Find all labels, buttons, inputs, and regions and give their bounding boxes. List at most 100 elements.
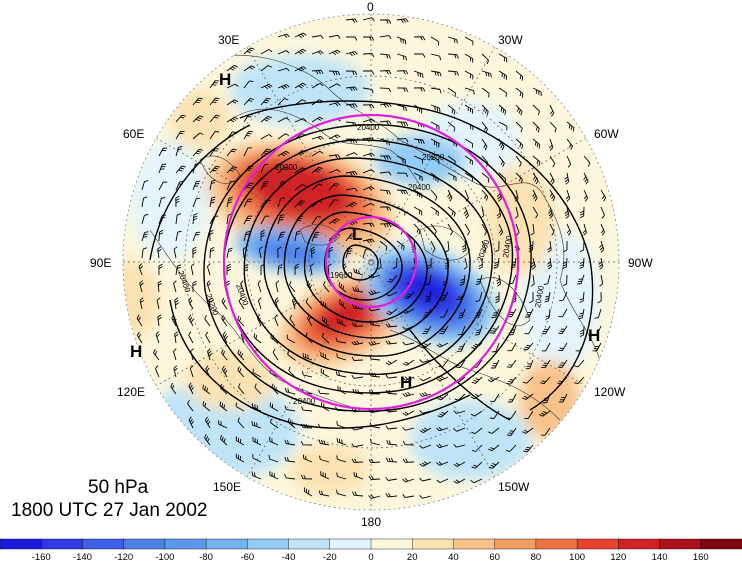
wind-barb [277, 98, 289, 106]
wind-barb [188, 382, 194, 395]
wind-barb [243, 130, 253, 140]
wind-barb [173, 280, 177, 293]
wind-barb [413, 53, 426, 58]
wind-barb [192, 115, 204, 123]
wind-barb [311, 183, 323, 191]
wind-barb [523, 342, 534, 351]
wind-barb [345, 103, 358, 109]
wind-barb [172, 348, 177, 361]
colorbar-swatch [700, 538, 742, 550]
wind-barb [475, 291, 483, 302]
wind-barb [583, 189, 589, 202]
wind-barb [506, 427, 517, 436]
wind-barb [419, 461, 432, 467]
wind-barb [351, 340, 364, 346]
wind-barb [222, 331, 228, 344]
wind-barb [413, 189, 423, 199]
wind-barb [311, 50, 324, 55]
wind-barb [158, 163, 167, 174]
wind-barb [447, 87, 456, 98]
wind-barb [336, 455, 347, 463]
colorbar-swatch [329, 538, 372, 550]
colorbar-tick-label: 60 [489, 552, 500, 561]
wind-barb [515, 155, 522, 168]
wind-barb [522, 376, 534, 384]
wind-barb [351, 458, 364, 463]
height-contours [149, 100, 594, 429]
wind-barb [494, 240, 500, 253]
wind-barb [187, 399, 194, 412]
wind-barb [327, 263, 332, 276]
wind-barb [481, 189, 489, 201]
wind-barb [413, 138, 425, 144]
wind-barb [269, 402, 279, 412]
wind-barb [464, 155, 474, 165]
wind-barb [456, 359, 466, 368]
wind-barb [488, 427, 500, 434]
pressure-level-label: 50 hPa [88, 477, 149, 498]
wind-barb [379, 103, 392, 108]
wind-barb [532, 87, 542, 97]
wind-barb [419, 359, 432, 363]
wind-barb [396, 36, 407, 45]
wind-barb [396, 121, 409, 126]
wind-barb [396, 70, 409, 75]
wind-barb [532, 189, 538, 202]
wind-barb [288, 366, 296, 378]
wind-barb [481, 138, 488, 151]
wind-barb [592, 342, 602, 352]
wind-barb [274, 314, 279, 327]
wind-barb [436, 478, 449, 484]
wind-barb [549, 172, 555, 185]
wind-barb [237, 417, 245, 429]
wind-barb [515, 121, 523, 133]
wind-barb [311, 150, 324, 157]
wind-barb [566, 223, 572, 236]
wind-barb [139, 280, 144, 293]
wind-barb [328, 199, 339, 208]
wind-barb [141, 196, 148, 208]
wind-barb [475, 274, 483, 285]
wind-barb [457, 342, 466, 352]
wind-barb [447, 36, 458, 44]
wind-barb [226, 263, 231, 275]
wind-barb [345, 233, 356, 242]
wind-barb [368, 307, 381, 312]
wind-barb [425, 274, 432, 286]
wind-barb [436, 426, 449, 432]
wind-barb [257, 297, 262, 310]
wind-barb [158, 147, 168, 157]
wind-barb [311, 166, 323, 174]
longitude-label: 120W [594, 385, 626, 399]
wind-barb [548, 138, 554, 151]
wind-barb [311, 231, 320, 242]
wind-barb [269, 437, 279, 446]
wind-barb [532, 172, 539, 185]
wind-barb [549, 223, 555, 236]
wind-barb [380, 206, 392, 211]
wind-barb [413, 155, 423, 164]
wind-barb [136, 314, 143, 327]
wind-barb [294, 184, 306, 191]
wind-barb [175, 165, 186, 174]
wind-barb [268, 454, 279, 463]
wind-barb [396, 155, 406, 164]
wind-barb [158, 181, 168, 191]
wind-barb [491, 359, 500, 369]
wind-barb [597, 291, 602, 304]
wind-barb [430, 70, 442, 77]
wind-barb [471, 376, 483, 384]
wind-barb [419, 391, 432, 397]
wind-barb [328, 246, 333, 259]
colorbar: -160 -140 -120 -100 -80 -60 -40 -20 0 20 40 60 80 100… [0, 538, 742, 561]
wind-barb [430, 172, 439, 183]
wind-barb [260, 163, 269, 174]
wind-barb [321, 316, 330, 327]
wind-barb [368, 340, 381, 346]
wind-barb [430, 189, 438, 201]
wind-barb [413, 36, 426, 41]
wind-barb [525, 359, 534, 370]
wind-barb [294, 82, 307, 89]
colorbar-tick-label: -20 [323, 552, 337, 561]
wind-barb [362, 186, 375, 191]
